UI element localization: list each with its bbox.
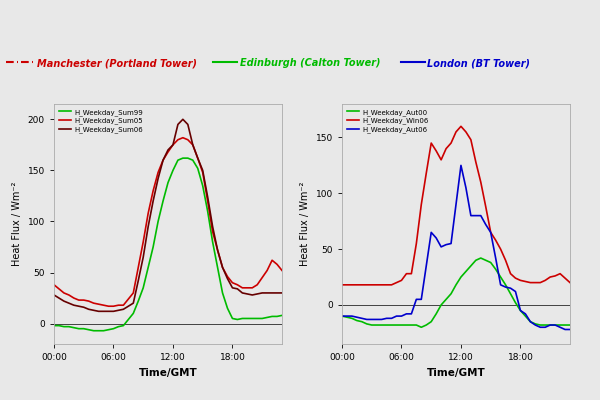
Legend: H_Weekday_Aut00, H_Weekday_Win06, H_Weekday_Aut06: H_Weekday_Aut00, H_Weekday_Win06, H_Week…	[346, 108, 430, 135]
Text: London (BT Tower): London (BT Tower)	[427, 58, 530, 68]
Y-axis label: Heat Flux / Wm⁻²: Heat Flux / Wm⁻²	[300, 182, 310, 266]
Text: Manchester (Portland Tower): Manchester (Portland Tower)	[37, 58, 197, 68]
Text: Edinburgh (Calton Tower): Edinburgh (Calton Tower)	[240, 58, 380, 68]
Legend: H_Weekday_Sum99, H_Weekday_Sum05, H_Weekday_Sum06: H_Weekday_Sum99, H_Weekday_Sum05, H_Week…	[58, 108, 144, 135]
X-axis label: Time/GMT: Time/GMT	[427, 368, 485, 378]
Y-axis label: Heat Flux / Wm⁻²: Heat Flux / Wm⁻²	[12, 182, 22, 266]
X-axis label: Time/GMT: Time/GMT	[139, 368, 197, 378]
